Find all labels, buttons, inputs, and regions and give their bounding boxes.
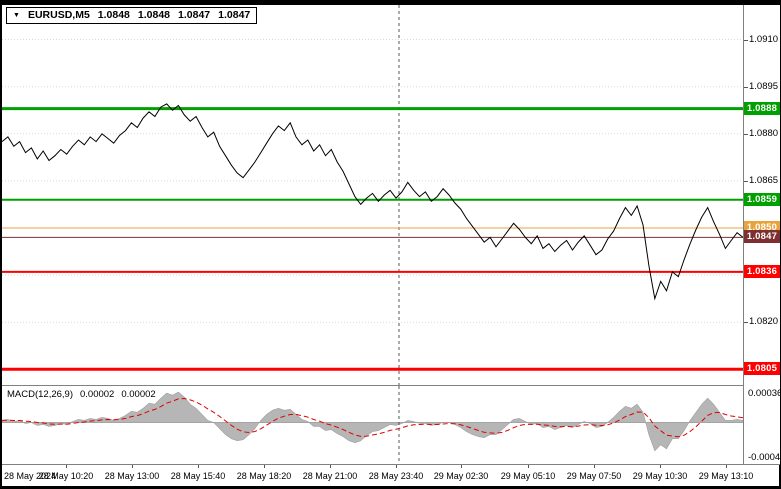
macd-signal-value: 0.00002 [121, 389, 156, 400]
macd-chart-svg[interactable] [2, 386, 743, 464]
time-tick-mark [264, 465, 265, 468]
price-level-label[interactable]: 1.0847 [744, 230, 780, 243]
macd-label: MACD(12,26,9) [7, 389, 73, 400]
price-tick-label: 1.0880 [749, 128, 779, 139]
price-tick-label: 1.0820 [749, 316, 779, 327]
symbol-label: EURUSD,M5 [27, 9, 90, 21]
price-tick-mark [744, 322, 748, 323]
price-tick-mark [744, 181, 748, 182]
ohlc-close: 1.0847 [218, 9, 251, 21]
macd-histogram [2, 391, 743, 452]
price-chart-panel[interactable] [2, 5, 743, 385]
time-tick-label: 28 May 15:40 [170, 471, 226, 481]
time-tick-label: 28 May 18:20 [236, 471, 292, 481]
time-tick-mark [66, 465, 67, 468]
time-tick-mark [396, 465, 397, 468]
price-tick-mark [744, 134, 748, 135]
price-level-label[interactable]: 1.0836 [744, 265, 780, 278]
price-tick-label: 1.0865 [749, 175, 779, 186]
price-line [2, 103, 743, 301]
macd-signal-line [2, 397, 743, 438]
time-tick-label: 28 May 13:00 [104, 471, 160, 481]
window-splitter[interactable] [2, 385, 780, 386]
macd-scale-max-label: 0.00036 [748, 388, 781, 399]
ohlc-high: 1.0848 [137, 9, 171, 21]
time-tick-mark [132, 465, 133, 468]
price-level-label[interactable]: 1.0805 [744, 362, 780, 375]
time-axis-separator [2, 464, 780, 465]
price-tick-mark [744, 87, 748, 88]
time-tick-label: 29 May 10:30 [632, 471, 688, 481]
price-tick-mark [744, 40, 748, 41]
macd-header: MACD(12,26,9) 0.00002 0.00002 [7, 389, 156, 400]
time-tick-label: 28 May 10:20 [38, 471, 94, 481]
time-tick-label: 29 May 13:10 [698, 471, 754, 481]
time-tick-label: 28 May 2024 [4, 471, 57, 481]
macd-value: 0.00002 [80, 389, 115, 400]
symbol-info-box: ▼ EURUSD,M5 1.0848 1.0848 1.0847 1.0847 [6, 7, 258, 24]
time-tick-mark [594, 465, 595, 468]
time-tick-mark [660, 465, 661, 468]
price-level-label[interactable]: 1.0859 [744, 193, 780, 206]
time-tick-mark [330, 465, 331, 468]
one-click-trading-arrow-icon[interactable]: ▼ [13, 12, 20, 19]
time-tick-label: 29 May 05:10 [500, 471, 556, 481]
price-level-label[interactable]: 1.0888 [744, 102, 780, 115]
ohlc-open: 1.0848 [97, 9, 130, 21]
price-chart-svg[interactable] [2, 5, 743, 385]
ohlc-low: 1.0847 [178, 9, 211, 21]
price-tick-label: 1.0895 [749, 81, 779, 92]
time-tick-label: 29 May 07:50 [566, 471, 622, 481]
time-tick-mark [528, 465, 529, 468]
time-axis[interactable]: 28 May 2024 28 May 10:20 28 May 13:00 28 Ma… [2, 465, 779, 486]
time-tick-label: 29 May 02:30 [433, 471, 489, 481]
time-tick-label: 28 May 21:00 [302, 471, 358, 481]
time-tick-mark [198, 465, 199, 468]
time-tick-label: 28 May 23:40 [368, 471, 424, 481]
time-tick-mark [461, 465, 462, 468]
macd-panel[interactable] [2, 386, 743, 464]
price-tick-label: 1.0910 [749, 34, 779, 45]
time-tick-mark [726, 465, 727, 468]
